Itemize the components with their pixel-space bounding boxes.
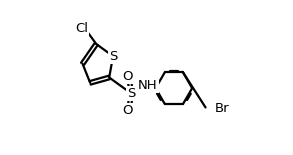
Text: Cl: Cl: [75, 22, 88, 35]
Text: NH: NH: [138, 79, 158, 92]
Text: Br: Br: [215, 102, 229, 115]
Text: O: O: [122, 104, 132, 117]
Text: O: O: [122, 70, 132, 83]
Text: S: S: [127, 87, 135, 100]
Text: S: S: [109, 50, 117, 63]
